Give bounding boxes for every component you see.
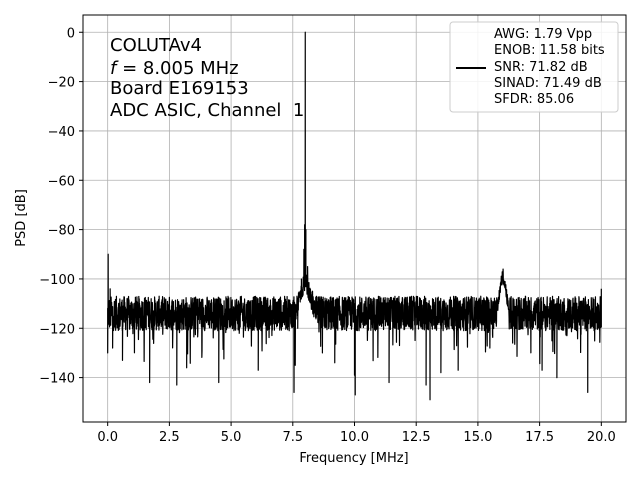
series-group [107,31,602,401]
x-axis-ticks: 0.0 2.5 5.0 7.5 10.0 12.5 15.0 17.5 20.0 [97,422,616,445]
legend-entry-sinad: SINAD: 71.49 dB [494,76,602,91]
y-tick-label: −100 [39,273,75,288]
legend-entry-sfdr: SFDR: 85.06 [494,92,574,107]
y-tick-label: 0 [67,26,75,41]
x-tick-label: 0.0 [97,430,118,445]
annotation-line-4: ADC ASIC, Channel 1 [110,100,304,121]
x-tick-label: 5.0 [221,430,242,445]
legend-box [449,21,619,113]
legend-entry-enob: ENOB: 11.58 bits [494,43,605,58]
y-tick-label: −80 [48,224,75,239]
x-tick-label: 20.0 [587,430,616,445]
annotation-line-2: f = 8.005 MHz [110,58,239,79]
y-tick-label: −40 [48,125,75,140]
x-tick-label: 7.5 [282,430,303,445]
x-tick-label: 17.5 [525,430,554,445]
annotation-frequency-value: = 8.005 MHz [116,58,238,79]
legend-entry-snr: SNR: 71.82 dB [494,60,588,75]
y-tick-label: −20 [48,76,75,91]
legend: AWG: 1.79 Vpp ENOB: 11.58 bits SNR: 71.8… [449,21,619,113]
y-tick-label: −120 [39,322,75,337]
y-tick-label: −60 [48,174,75,189]
x-tick-label: 15.0 [463,430,492,445]
psd-series-line [107,31,602,401]
annotation-line-1: COLUTAv4 [110,35,202,56]
x-axis-label: Frequency [MHz] [299,451,408,466]
y-axis-label: PSD [dB] [14,189,29,247]
y-tick-label: −140 [39,372,75,387]
annotation-frequency-symbol: f [110,58,119,79]
x-tick-label: 2.5 [159,430,180,445]
x-tick-label: 10.0 [340,430,369,445]
annotation-line-3: Board E169153 [110,78,249,99]
y-axis-ticks: 0 −20 −40 −60 −80 −100 −120 −140 [39,26,83,387]
x-tick-label: 12.5 [402,430,431,445]
plot-annotation: COLUTAv4 f = 8.005 MHz Board E169153 ADC… [110,35,304,121]
legend-entry-awg: AWG: 1.79 Vpp [494,27,592,42]
